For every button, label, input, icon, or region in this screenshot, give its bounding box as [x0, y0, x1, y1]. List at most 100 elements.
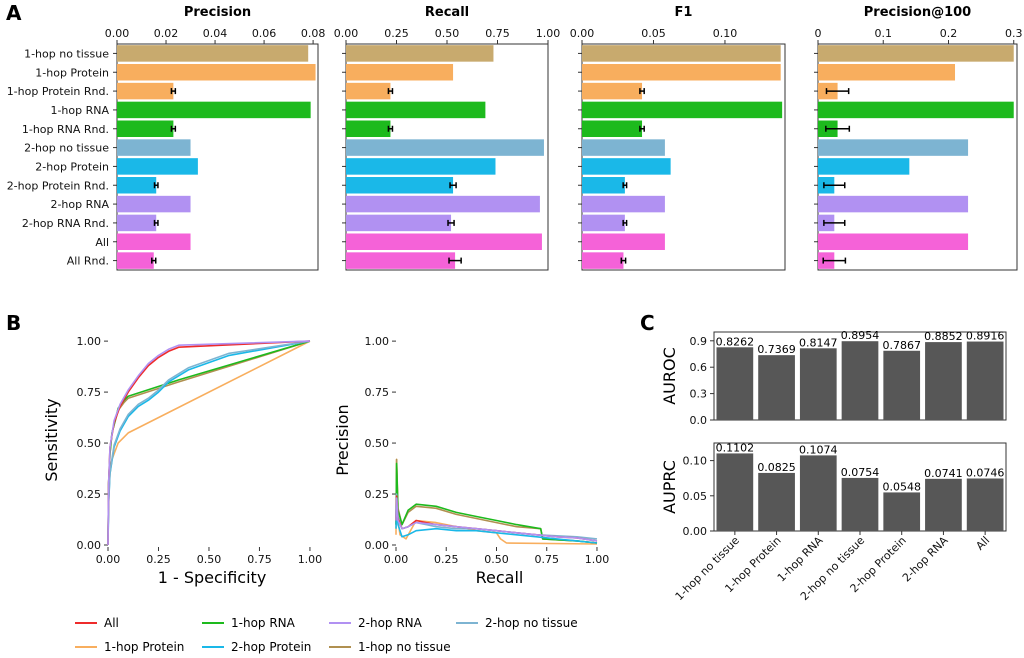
bar-value-label: 0.8916 [966, 330, 1005, 343]
bar-1-hop-protein [582, 64, 781, 81]
row-label-2-hop-protein-rnd: 2-hop Protein Rnd. [7, 179, 109, 192]
row-label-1-hop-no-tissue: 1-hop no tissue [24, 47, 109, 60]
bar-2-hop-protein [582, 158, 671, 175]
bar-value-label: 0.8262 [716, 335, 755, 348]
y-tick-label: 0.75 [365, 386, 390, 399]
bar-value-label: 0.8852 [924, 330, 963, 343]
bar-1-hop-no-tissue [716, 453, 754, 531]
bar-2-hop-rna [925, 478, 962, 531]
legend-item-2-hop-rna: 2-hop RNA [329, 616, 423, 630]
y-tick-label: 0.75 [77, 386, 102, 399]
legend-label: 2-hop RNA [358, 616, 423, 630]
bar-1-hop-no-tissue [818, 45, 1014, 62]
bar-2-hop-protein [883, 350, 921, 420]
x-tick-label: 0.08 [301, 27, 326, 40]
bar-2-hop-protein [883, 492, 921, 531]
bar-2-hop-rna [818, 195, 969, 213]
row-label-1-hop-protein-rnd: 1-hop Protein Rnd. [7, 85, 109, 98]
bar-1-hop-rna [818, 101, 1014, 119]
x-tick-label: 0.3 [1005, 27, 1023, 40]
y-tick-label: 0.00 [683, 525, 708, 538]
chart-auroc: 0.0 0.3 0.6 0.9 0.82620.73690.81470.89540.78… [660, 329, 1007, 427]
bar-1-hop-no-tissue [716, 347, 754, 420]
y-tick-label: 0.0 [690, 414, 708, 427]
facet-title: Precision@100 [864, 5, 971, 20]
row-label-1-hop-rna: 1-hop RNA [50, 104, 109, 117]
x-tick-label: 0.25 [146, 553, 171, 566]
bar-1-hop-protein-rnd [346, 82, 391, 100]
y-tick-label: 0.00 [365, 539, 390, 552]
bar-value-label: 0.0548 [882, 480, 921, 493]
x-tick-label: All [973, 534, 992, 553]
panel-label-c: C [640, 311, 655, 335]
bar-1-hop-rna [799, 348, 837, 420]
y-tick-label: 1.00 [77, 335, 102, 348]
y-tick-label: 0.50 [77, 437, 102, 450]
x-tick-label: 0.25 [434, 553, 459, 566]
bar-2-hop-no-tissue [582, 139, 665, 156]
bar-1-hop-no-tissue [582, 45, 781, 62]
facet-precision-100: Precision@100 0 0.1 0.2 0.3 [814, 5, 1023, 271]
legend-label: 1-hop Protein [104, 640, 184, 654]
bar-1-hop-rna [346, 101, 486, 119]
row-label-2-hop-rna-rnd: 2-hop RNA Rnd. [22, 217, 109, 230]
bar-value-label: 0.8954 [841, 329, 880, 342]
curve-1-hop-rna [107, 340, 311, 546]
x-tick-label: 0.00 [105, 27, 130, 40]
bar-1-hop-protein [758, 472, 795, 531]
x-tick-label: 1.00 [298, 553, 323, 566]
bar-value-label: 0.1102 [716, 441, 755, 454]
bar-value-label: 0.8147 [799, 336, 838, 349]
panel-a-bar-facets: 1-hop no tissue 1-hop Protein 1-hop Protei… [7, 5, 1023, 271]
bar-1-hop-rna-rnd [117, 120, 174, 137]
x-tick-label: 0.05 [641, 27, 666, 40]
x-tick-label: 0.1 [874, 27, 892, 40]
facet-f1: F1 0.00 0.05 0.10 [570, 5, 786, 271]
row-label-2-hop-no-tissue: 2-hop no tissue [24, 142, 109, 155]
curve-2-hop-protein [395, 503, 598, 544]
bar-all [966, 478, 1004, 531]
panel-b-curves: 0.00 0.00 0.25 0.25 0.50 0.50 0.75 0.75 1.00 1.00… [42, 335, 609, 587]
x-tick-label: 2-hop RNA [900, 534, 951, 585]
x-tick-label: 0.10 [713, 27, 738, 40]
legend-label: 1-hop no tissue [358, 640, 451, 654]
bar-2-hop-protein [818, 158, 910, 175]
x-tick-label: 0.25 [384, 27, 409, 40]
x-tick-label: 0.00 [334, 27, 359, 40]
x-tick-label: 1.00 [536, 27, 561, 40]
bar-2-hop-no-tissue [841, 477, 879, 531]
x-tick-label: 0.50 [435, 27, 460, 40]
bar-2-hop-rna-rnd [582, 214, 625, 232]
y-axis-title: AUROC [660, 347, 679, 405]
legend-item-2-hop-protein: 2-hop Protein [202, 640, 311, 654]
y-tick-label: 0.9 [690, 335, 708, 348]
facet-title: Precision [184, 5, 251, 20]
x-tick-label: 0.50 [484, 553, 509, 566]
facet-title: Recall [425, 5, 469, 20]
x-tick-label: 0.75 [247, 553, 272, 566]
panel-label-b: B [6, 311, 21, 335]
bar-2-hop-no-tissue [346, 139, 544, 156]
x-tick-label: 0.02 [154, 27, 179, 40]
x-tick-label: 0.50 [197, 553, 222, 566]
bar-1-hop-protein [818, 64, 956, 81]
bar-all-rnd [582, 252, 624, 269]
row-label-2-hop-rna: 2-hop RNA [50, 198, 109, 211]
y-axis-title: Precision [333, 404, 352, 475]
panel-label-a: A [6, 1, 22, 25]
row-label-1-hop-protein: 1-hop Protein [35, 66, 109, 79]
y-tick-label: 0.00 [77, 539, 102, 552]
legend-item-1-hop-protein: 1-hop Protein [75, 640, 184, 654]
bar-2-hop-rna [582, 195, 665, 213]
bar-1-hop-protein [346, 64, 454, 81]
y-tick-label: 0.25 [77, 488, 102, 501]
x-tick-label: 0.04 [203, 27, 228, 40]
bar-1-hop-protein [758, 355, 795, 420]
x-tick-label: 0.75 [534, 553, 559, 566]
bar-all-rnd [117, 252, 154, 269]
legend: All 1-hop Protein 1-hop RNA 2-hop Protein 2-… [75, 616, 578, 654]
bar-2-hop-no-tissue [841, 341, 879, 420]
bar-1-hop-protein-rnd [582, 82, 643, 100]
curve-2-hop-no-tissue [107, 340, 311, 546]
